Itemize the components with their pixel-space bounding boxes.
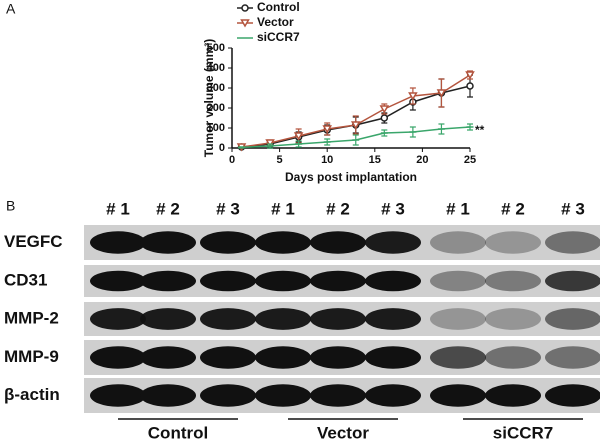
legend-marker	[241, 4, 249, 12]
band	[90, 346, 146, 369]
band	[310, 270, 366, 292]
band	[255, 231, 311, 254]
band	[200, 270, 256, 292]
band	[200, 346, 256, 369]
lane-label: # 3	[381, 199, 405, 218]
row-label: VEGFC	[4, 232, 63, 251]
point	[465, 71, 475, 80]
panel-label: B	[6, 198, 15, 214]
band	[430, 231, 486, 254]
point	[379, 105, 390, 114]
band	[310, 346, 366, 369]
legend-marker	[240, 19, 250, 28]
lane-label: # 1	[271, 199, 295, 218]
lane-label: # 3	[216, 199, 240, 218]
band	[545, 270, 600, 292]
band	[200, 308, 256, 330]
group-label: Vector	[317, 423, 369, 442]
band	[365, 270, 421, 292]
point	[408, 92, 418, 101]
x-tick-label: 25	[464, 154, 476, 166]
band	[90, 231, 146, 254]
band	[365, 231, 421, 254]
band	[485, 231, 541, 254]
annotation: **	[475, 123, 485, 137]
band	[140, 384, 196, 407]
point	[293, 132, 304, 141]
band	[365, 346, 421, 369]
band	[140, 270, 196, 292]
band	[90, 270, 146, 292]
band	[200, 384, 256, 407]
x-tick-label: 10	[321, 154, 333, 166]
band	[365, 308, 421, 330]
band	[485, 346, 541, 369]
band	[545, 231, 600, 254]
point	[466, 82, 474, 90]
point	[380, 114, 389, 122]
band	[140, 231, 196, 254]
panel-label: A	[6, 1, 16, 17]
band	[485, 384, 541, 407]
y-tick-label: 400	[207, 62, 225, 74]
band	[545, 346, 600, 369]
band	[430, 384, 486, 407]
group-label: siCCR7	[493, 423, 553, 442]
lane-label: # 1	[106, 199, 130, 218]
legend-label: Control	[257, 0, 300, 14]
y-tick-label: 0	[219, 142, 225, 154]
band	[545, 384, 600, 407]
lane-label: # 2	[326, 199, 350, 218]
band	[430, 308, 486, 330]
point	[265, 139, 275, 148]
band	[430, 346, 486, 369]
y-tick-label: 500	[207, 42, 225, 54]
band	[310, 308, 366, 330]
band	[90, 308, 146, 330]
x-tick-label: 0	[229, 154, 235, 166]
band	[255, 346, 311, 369]
x-axis-label: Days post implantation	[285, 170, 417, 184]
x-tick-label: 5	[277, 154, 283, 166]
lane-label: # 2	[156, 199, 180, 218]
band	[310, 384, 366, 407]
band	[485, 270, 541, 292]
band	[200, 231, 256, 254]
row-label: MMP-9	[4, 347, 59, 366]
point	[436, 89, 447, 98]
band	[140, 346, 196, 369]
point	[350, 121, 361, 130]
y-tick-label: 200	[207, 102, 225, 114]
band	[90, 384, 146, 407]
point	[322, 125, 333, 134]
band	[485, 308, 541, 330]
band	[430, 270, 486, 292]
row-label: CD31	[4, 270, 47, 289]
band	[255, 384, 311, 407]
band	[140, 308, 196, 330]
row-label: β-actin	[4, 385, 60, 404]
band	[545, 308, 600, 330]
row-label: MMP-2	[4, 308, 59, 327]
legend-label: Vector	[257, 15, 294, 29]
lane-label: # 3	[561, 199, 585, 218]
y-axis-label: Tumor volume (mm³)	[202, 39, 216, 157]
lane-label: # 2	[501, 199, 525, 218]
group-label: Control	[148, 423, 208, 442]
lane-label: # 1	[446, 199, 470, 218]
x-tick-label: 15	[369, 154, 381, 166]
band	[255, 308, 311, 330]
legend-label: siCCR7	[257, 30, 300, 44]
x-tick-label: 20	[416, 154, 428, 166]
y-tick-label: 300	[207, 82, 225, 94]
band	[365, 384, 421, 407]
y-tick-label: 100	[207, 122, 225, 134]
band	[310, 231, 366, 254]
band	[255, 270, 311, 292]
